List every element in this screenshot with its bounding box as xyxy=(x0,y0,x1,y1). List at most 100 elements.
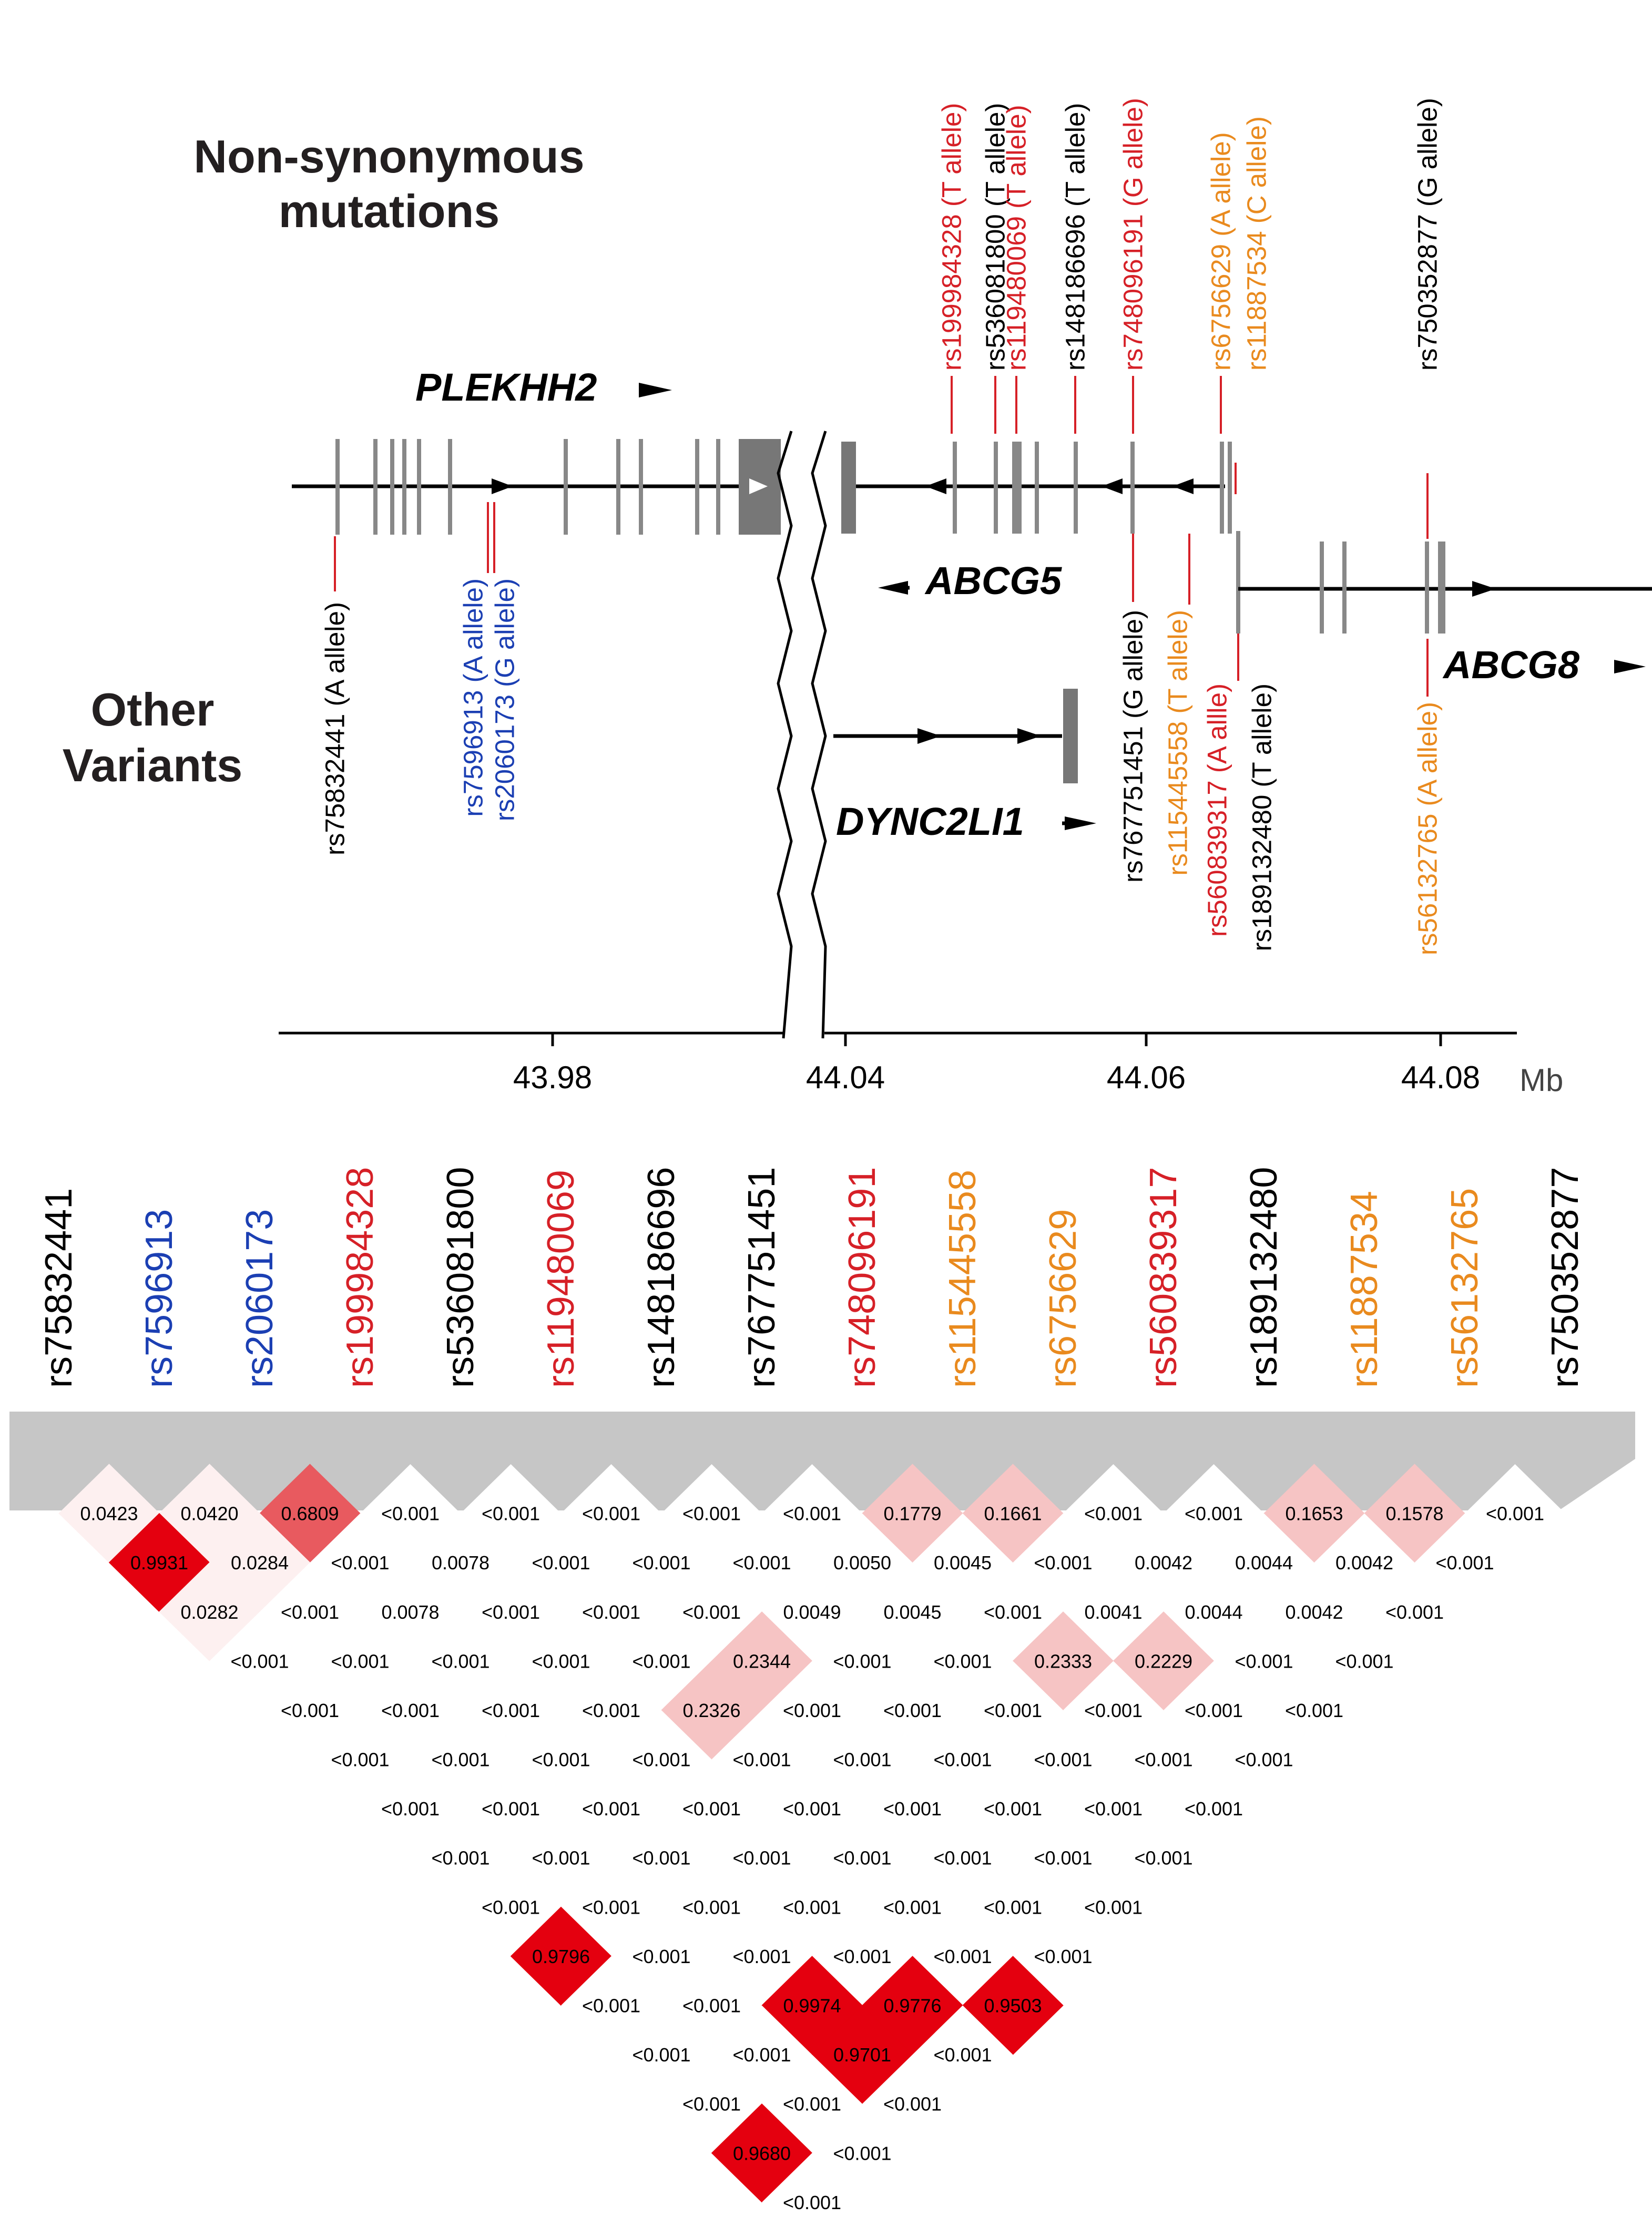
ld-value: <0.001 xyxy=(1285,1700,1343,1721)
ld-value: <0.001 xyxy=(532,1847,590,1869)
dync2li1-exon xyxy=(1063,689,1078,783)
ld-value: 0.0045 xyxy=(883,1601,941,1623)
ld-value: 0.1779 xyxy=(883,1503,941,1525)
ld-value: <0.001 xyxy=(632,1749,690,1771)
ld-cell xyxy=(711,1809,812,1907)
ld-value: 0.2344 xyxy=(733,1650,791,1672)
ld-value: <0.001 xyxy=(1235,1650,1293,1672)
ld-cell xyxy=(1164,1759,1264,1858)
ld-value: <0.001 xyxy=(1034,1946,1092,1967)
ld-cell xyxy=(661,1759,762,1858)
ld-cell xyxy=(1113,1513,1214,1612)
bottom-annotation-label: rs7596913 (A allele) xyxy=(458,578,488,817)
ld-value: 0.2333 xyxy=(1034,1650,1092,1672)
ld-value: <0.001 xyxy=(883,1798,942,1820)
ld-cell xyxy=(963,1759,1063,1858)
axis-tick-0: 43.98 xyxy=(513,1060,592,1095)
ld-cell xyxy=(1063,1759,1164,1858)
bottom-annotation-label: rs560839317 (A allle) xyxy=(1202,683,1232,937)
axis-break-left xyxy=(777,431,793,1039)
ld-cell xyxy=(561,1661,661,1760)
ld-value: <0.001 xyxy=(1034,1749,1092,1771)
top-annotation-leaders xyxy=(951,376,1429,539)
ld-cell xyxy=(762,1661,862,1760)
ld-value: <0.001 xyxy=(582,1700,640,1721)
ld-cell xyxy=(561,1759,661,1858)
ld-cell xyxy=(561,1956,661,2055)
ld-value: <0.001 xyxy=(431,1847,490,1869)
snp-label: rs115445558 xyxy=(942,1170,984,1388)
gene-label-plekhh2: PLEKHH2 xyxy=(415,365,597,409)
plekhh2-arrow xyxy=(492,478,513,494)
ld-cell xyxy=(862,1562,963,1661)
ld-cell xyxy=(812,2103,913,2202)
ld-value: <0.001 xyxy=(1185,1503,1243,1525)
ld-value: <0.001 xyxy=(682,1503,741,1525)
axis-tick-3: 44.08 xyxy=(1401,1060,1480,1095)
ld-cell xyxy=(1213,1513,1314,1612)
ld-value: <0.001 xyxy=(1385,1601,1444,1623)
ld-value: 0.6809 xyxy=(281,1503,339,1525)
ld-value: <0.001 xyxy=(833,2142,891,2164)
ld-cell xyxy=(1013,1809,1114,1907)
axis-unit: Mb xyxy=(1520,1063,1563,1098)
ld-cell xyxy=(762,1759,862,1858)
axis-tick-1: 44.04 xyxy=(806,1060,885,1095)
ld-value: <0.001 xyxy=(331,1749,389,1771)
ld-value: <0.001 xyxy=(582,1503,640,1525)
ld-value: <0.001 xyxy=(1034,1847,1092,1869)
ld-value: <0.001 xyxy=(933,1749,992,1771)
ld-cell xyxy=(661,2055,762,2153)
ld-value: <0.001 xyxy=(1084,1700,1143,1721)
ld-value: <0.001 xyxy=(331,1650,389,1672)
snp-label: rs56132765 xyxy=(1444,1188,1486,1388)
snp-label: rs748096191 xyxy=(841,1167,883,1388)
ld-value: 0.0042 xyxy=(1285,1601,1343,1623)
ld-cell xyxy=(812,1809,913,1907)
ld-value: <0.001 xyxy=(682,1896,741,1918)
ld-value: <0.001 xyxy=(1084,1503,1143,1525)
ld-cell xyxy=(310,1513,411,1612)
ld-cell xyxy=(912,1809,1013,1907)
bottom-annotation-label: rs75832441 (A allele) xyxy=(320,602,350,855)
ld-value: <0.001 xyxy=(632,2044,690,2066)
ld-cell xyxy=(611,1513,712,1612)
ld-value: <0.001 xyxy=(833,1749,891,1771)
heading-other-line2: Variants xyxy=(63,739,242,791)
ld-value: 0.0282 xyxy=(180,1601,238,1623)
ld-value: 0.0044 xyxy=(1185,1601,1242,1623)
ld-value: <0.001 xyxy=(883,1700,942,1721)
snp-label: rs119480069 xyxy=(540,1170,582,1388)
ld-value: <0.001 xyxy=(682,1995,741,2016)
ld-cell xyxy=(360,1661,461,1760)
snp-label: rs767751451 xyxy=(741,1167,783,1388)
ld-cell xyxy=(1063,1661,1164,1760)
ld-cell xyxy=(762,2055,862,2153)
ld-value: <0.001 xyxy=(1084,1896,1143,1918)
bottom-annotation-label: rs189132480 (T allele) xyxy=(1247,683,1277,951)
ld-value: <0.001 xyxy=(381,1503,440,1525)
snp-label: rs148186696 xyxy=(640,1167,682,1388)
abcg5-exons xyxy=(841,442,1232,534)
ld-cell xyxy=(711,1513,812,1612)
ld-value: <0.001 xyxy=(331,1552,389,1574)
ld-value: <0.001 xyxy=(783,1896,841,1918)
ld-value: <0.001 xyxy=(783,2093,841,2115)
gene-label-dync2li1: DYNC2LI1 xyxy=(836,800,1024,843)
ld-value: 0.0044 xyxy=(1235,1552,1293,1574)
bottom-annotation-label: rs767751451 (G allele) xyxy=(1118,610,1148,883)
bottom-annotation-label: rs115445558 (T allele) xyxy=(1163,610,1193,876)
gene-label-abcg5: ABCG5 xyxy=(924,559,1063,602)
ld-cell xyxy=(1164,1661,1264,1760)
ld-value: <0.001 xyxy=(582,1995,640,2016)
ld-cell xyxy=(461,1562,561,1661)
top-annotation-label: rs119480069 (T allele) xyxy=(1002,105,1032,371)
ld-value: <0.001 xyxy=(933,1946,992,1967)
ld-cell xyxy=(1113,1809,1214,1907)
ld-value: <0.001 xyxy=(482,1700,540,1721)
snp-label: rs2060173 xyxy=(239,1209,281,1388)
ld-value: <0.001 xyxy=(431,1650,490,1672)
ld-cell xyxy=(1314,1513,1415,1612)
ld-value: <0.001 xyxy=(682,1798,741,1820)
ld-value: <0.001 xyxy=(230,1650,289,1672)
